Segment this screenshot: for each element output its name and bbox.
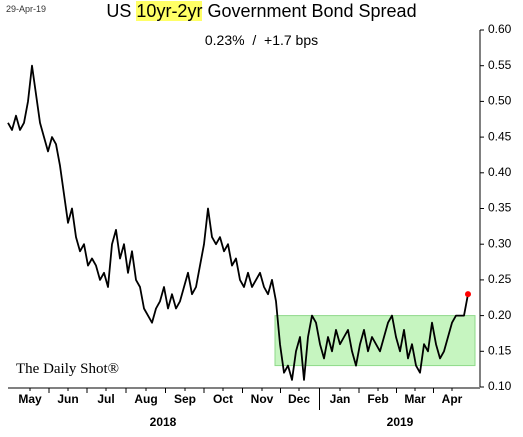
y-tick-label: 0.30 — [488, 236, 512, 250]
x-tick-label: Sep — [174, 392, 196, 406]
x-tick-label: May — [18, 392, 42, 406]
y-tick-label: 0.25 — [488, 272, 512, 286]
date-stamp: 29-Apr-19 — [6, 4, 47, 14]
y-tick-label: 0.60 — [488, 22, 512, 36]
subtitle: 0.23% / +1.7 bps — [204, 32, 319, 48]
y-tick-label: 0.45 — [488, 129, 512, 143]
y-tick-label: 0.35 — [488, 201, 512, 215]
y-tick-label: 0.50 — [488, 94, 512, 108]
year-label: 2018 — [150, 415, 177, 429]
x-tick-label: Mar — [404, 392, 426, 406]
chart-title: US 10yr-2yr Government Bond Spread — [0, 0, 523, 22]
x-tick-label: Nov — [251, 392, 274, 406]
year-label: 2019 — [387, 415, 414, 429]
watermark: The Daily Shot® — [16, 361, 120, 377]
y-tick-label: 0.20 — [488, 308, 512, 322]
y-tick-label: 0.55 — [488, 58, 512, 72]
x-tick-label: Jun — [57, 392, 78, 406]
x-tick-label: Aug — [134, 392, 157, 406]
x-tick-label: Feb — [367, 392, 388, 406]
y-tick-label: 0.15 — [488, 343, 512, 357]
title-part: US — [106, 1, 132, 21]
title-highlight: 10yr-2yr — [136, 1, 203, 21]
y-tick-label: 0.40 — [488, 165, 512, 179]
end-marker — [465, 291, 471, 298]
x-tick-label: Oct — [213, 392, 233, 406]
x-tick-label: Jul — [97, 392, 114, 406]
title-part: Government Bond Spread — [207, 1, 417, 21]
y-tick-label: 0.10 — [488, 379, 512, 393]
x-tick-label: Dec — [288, 392, 310, 406]
x-tick-label: Jan — [330, 392, 351, 406]
x-tick-label: Apr — [442, 392, 463, 406]
line — [7, 64, 469, 381]
